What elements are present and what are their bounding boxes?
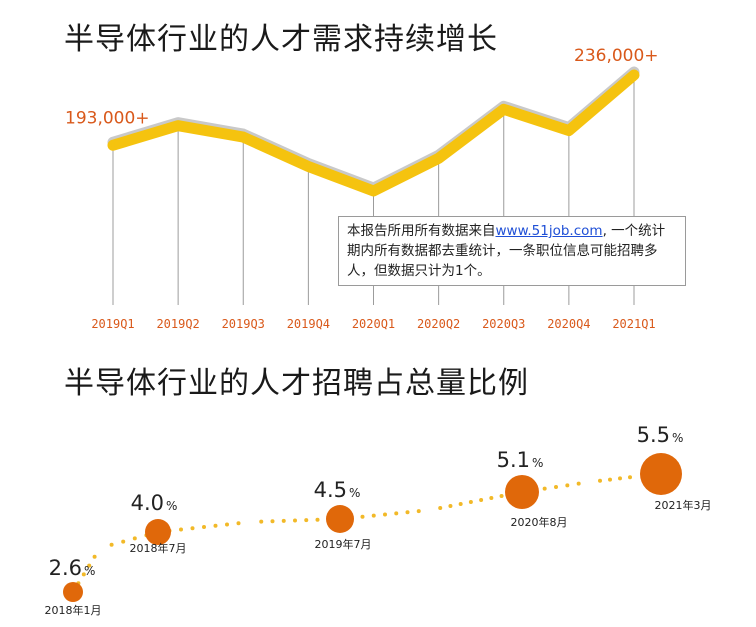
connector-dot <box>618 476 622 481</box>
x-tick-label-2020Q4: 2020Q4 <box>547 317 590 331</box>
connector-dot <box>315 517 320 522</box>
data-point-2020Q1 <box>371 189 376 193</box>
connector-dot <box>109 542 114 547</box>
connector-dot <box>565 483 570 488</box>
annotation-2019Q1: 193,000+ <box>65 108 150 128</box>
connector-dot <box>270 519 275 524</box>
connector-dot <box>416 509 421 514</box>
bubble-2020年8月 <box>505 475 539 509</box>
connector-dot <box>458 502 463 506</box>
source-link[interactable]: www.51job.com <box>495 223 603 239</box>
data-point-2019Q4 <box>306 164 311 169</box>
note-suffix: , 一个统计期内所有数据都去重统计，一条职位信息可能招聘多人，但数据只计为1个。 <box>347 223 666 279</box>
chart-title-recruitment-share: 半导体行业的人才招聘占总量比例 <box>64 366 529 401</box>
chart-title-talent-demand: 半导体行业的人才需求持续增长 <box>64 22 498 57</box>
connector-dot <box>499 494 504 498</box>
connector-dot <box>554 485 558 489</box>
date-label-2020年8月: 2020年8月 <box>511 515 568 529</box>
connector-dot <box>371 513 376 518</box>
connector-dot <box>542 486 547 491</box>
connector-dot <box>468 500 473 504</box>
value-label-2021年3月: 5.5% <box>637 423 684 447</box>
x-tick-label-2019Q4: 2019Q4 <box>287 317 330 331</box>
value-label-2018年1月: 2.6% <box>49 556 96 580</box>
data-point-2019Q2 <box>176 123 181 128</box>
connector-dot <box>598 478 602 483</box>
x-tick-label-2020Q1: 2020Q1 <box>352 317 395 331</box>
data-point-2019Q1 <box>111 143 115 148</box>
x-tick-label-2019Q1: 2019Q1 <box>91 317 134 331</box>
data-point-2019Q3 <box>241 135 246 140</box>
date-label-2018年1月: 2018年1月 <box>45 603 102 617</box>
connector-dot <box>304 518 309 523</box>
x-tick-label-2020Q2: 2020Q2 <box>417 317 460 331</box>
data-point-2020Q3 <box>501 107 506 112</box>
connector-dot <box>225 522 229 527</box>
connector-dot <box>202 525 206 529</box>
bubble-2018年7月 <box>145 519 171 545</box>
connector-dot <box>121 539 126 544</box>
connector-dot <box>281 518 286 523</box>
connector-dot <box>438 506 443 510</box>
x-tick-label-2020Q3: 2020Q3 <box>482 317 525 331</box>
connector-dot <box>448 504 453 508</box>
date-label-2021年3月: 2021年3月 <box>655 498 712 512</box>
date-label-2018年7月: 2018年7月 <box>130 541 187 555</box>
connector-dot <box>383 512 387 517</box>
connector-dot <box>236 521 241 526</box>
connector-dot <box>479 498 484 502</box>
connector-dot <box>179 527 183 532</box>
talent-demand-line-chart: 2019Q1 2019Q2 2019Q3 2019Q4 2020Q1 2020Q2 2020… <box>65 46 659 331</box>
value-label-2020年8月: 5.1% <box>497 448 544 472</box>
x-tick-label-2021Q1: 2021Q1 <box>612 317 655 331</box>
connector-dot <box>213 523 218 528</box>
connector-dot <box>628 475 632 480</box>
connector-dot <box>394 511 399 516</box>
connector-dot <box>360 514 365 519</box>
connector-dot <box>608 477 612 482</box>
connector-dot <box>489 496 494 500</box>
value-label-2019年7月: 4.5% <box>314 478 361 502</box>
data-point-2021Q1 <box>632 73 636 77</box>
connector-dot <box>92 554 97 559</box>
data-point-2020Q4 <box>566 128 571 133</box>
connector-dot <box>405 510 410 515</box>
date-label-2019年7月: 2019年7月 <box>315 537 372 551</box>
bubble-2019年7月 <box>326 505 354 533</box>
connector-dot <box>132 536 137 541</box>
x-tick-label-2019Q3: 2019Q3 <box>222 317 265 331</box>
data-point-2020Q2 <box>436 156 441 161</box>
connector-dot <box>576 481 581 486</box>
note-prefix: 本报告所用所有数据来自 <box>347 223 496 239</box>
connector-dot <box>190 526 195 531</box>
value-label-2018年7月: 4.0% <box>131 491 178 515</box>
connector-dot <box>293 518 297 523</box>
bubble-2021年3月 <box>640 453 682 495</box>
data-source-note: 本报告所用所有数据来自www.51job.com, 一个统计期内所有数据都去重统… <box>338 216 686 286</box>
connector-dot <box>81 572 86 577</box>
connector-dot <box>87 563 92 568</box>
x-tick-label-2019Q2: 2019Q2 <box>156 317 199 331</box>
connector-dot <box>259 519 264 524</box>
bubble-2018年1月 <box>63 582 83 602</box>
annotation-2021Q1: 236,000+ <box>574 46 659 66</box>
